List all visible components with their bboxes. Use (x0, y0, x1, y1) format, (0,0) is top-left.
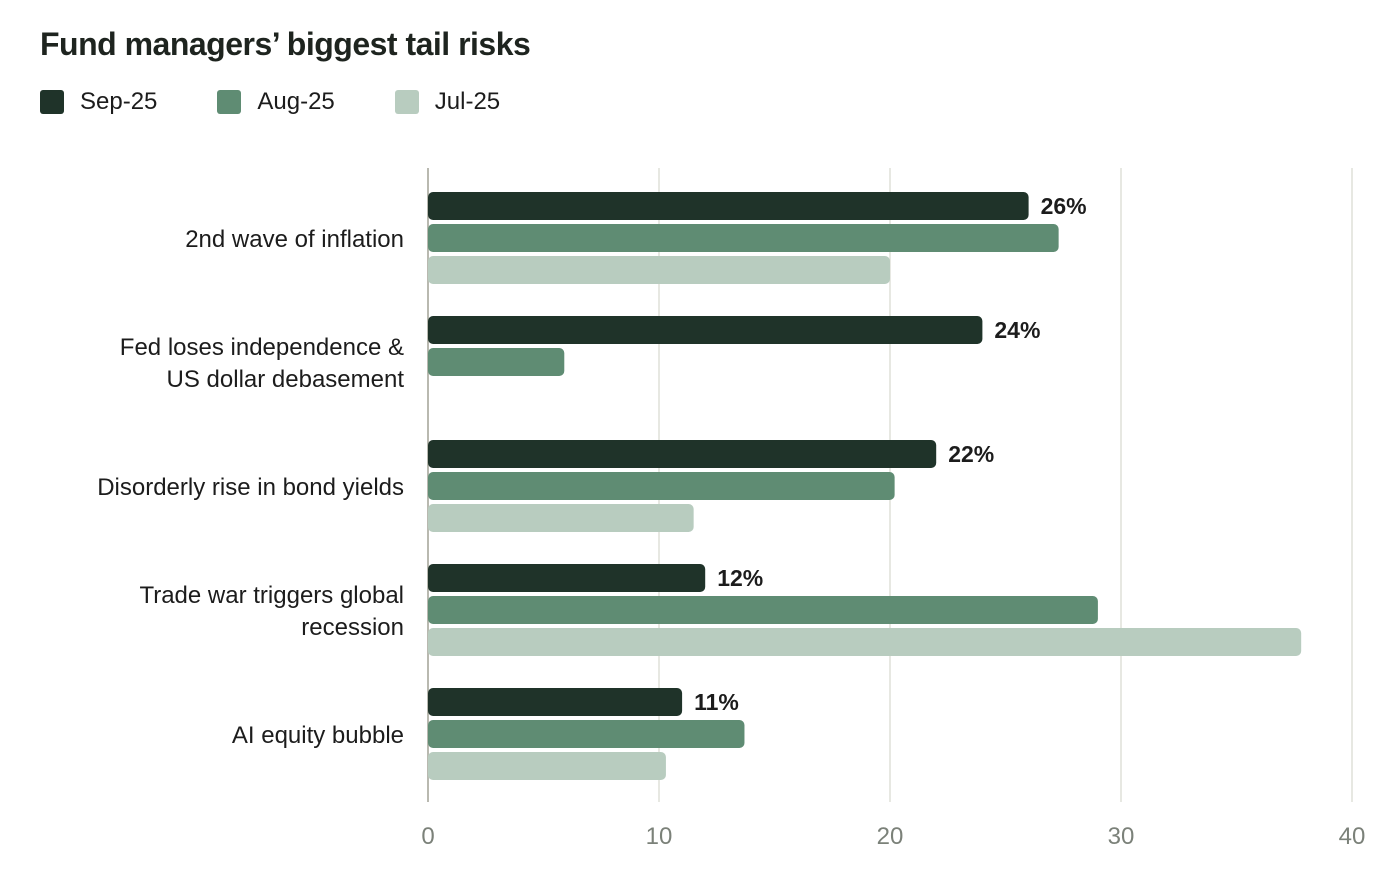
legend-label-sep-25: Sep-25 (80, 88, 158, 115)
category-label: US dollar debasement (167, 366, 405, 393)
category-label: Fed loses independence & (120, 334, 404, 361)
data-label: 24% (994, 317, 1040, 343)
x-tick-label: 20 (877, 823, 904, 850)
category-label: 2nd wave of inflation (185, 226, 404, 253)
bar (428, 752, 666, 780)
bar (428, 472, 895, 500)
bar (428, 720, 745, 748)
chart-title: Fund managers’ biggest tail risks (40, 26, 531, 62)
x-tick-label: 0 (421, 823, 434, 850)
bar (428, 256, 890, 284)
data-label: 12% (717, 565, 763, 591)
bar (428, 192, 1029, 220)
bar (428, 564, 706, 592)
bar (428, 504, 694, 532)
category-label: Disorderly rise in bond yields (97, 474, 404, 501)
legend-item-aug-25: Aug-25 (217, 88, 335, 116)
data-label: 22% (948, 441, 994, 467)
bar (428, 224, 1059, 252)
data-label: 11% (694, 689, 739, 715)
data-label: 26% (1041, 193, 1087, 219)
bar (428, 316, 983, 344)
legend-swatch-sep-25 (40, 90, 64, 114)
legend-swatch-aug-25 (217, 90, 242, 114)
legend-item-sep-25: Sep-25 (40, 88, 157, 116)
bar (428, 440, 937, 468)
bar (428, 348, 565, 376)
bar (428, 596, 1098, 624)
category-label: Trade war triggers global (139, 582, 404, 609)
category-label: AI equity bubble (232, 722, 404, 749)
legend-label-aug-25: Aug-25 (257, 88, 335, 115)
bar (428, 628, 1302, 656)
legend-label-jul-25: Jul-25 (434, 88, 501, 115)
x-tick-label: 10 (646, 823, 673, 850)
x-tick-label: 30 (1108, 823, 1135, 850)
legend-item-jul-25: Jul-25 (394, 88, 501, 116)
x-tick-label: 40 (1339, 823, 1366, 850)
category-label: recession (301, 614, 404, 641)
legend-swatch-jul-25 (394, 90, 419, 114)
bar (428, 688, 683, 716)
legend: Sep-25 Aug-25 Jul-25 (40, 88, 560, 116)
